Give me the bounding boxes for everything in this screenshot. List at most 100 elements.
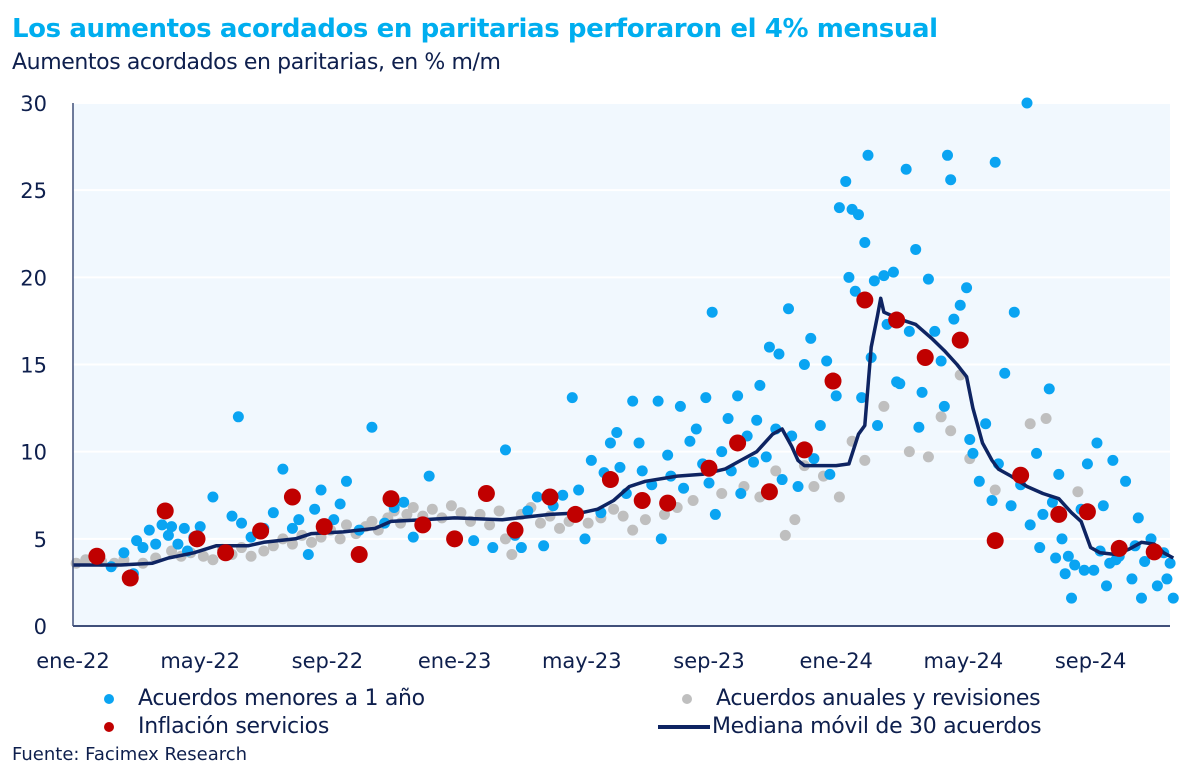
short-agreement-point [1161,573,1173,585]
services-inflation-point [951,331,969,349]
short-agreement-point [678,482,690,494]
short-agreement-point [856,392,868,404]
short-agreement-point [674,400,686,412]
short-agreement-point [1135,592,1147,604]
annual-agreement-point [401,508,413,520]
services-inflation-point [350,546,368,564]
annual-agreement-point [245,550,257,562]
annual-agreement-point [445,500,457,512]
short-agreement-point [814,420,826,432]
services-inflation-point [916,349,934,367]
y-tick-label: 25 [20,179,47,203]
short-agreement-point [773,348,785,360]
short-agreement-point [573,484,585,496]
legend-label-median: Mediana móvil de 30 acuerdos [712,714,1042,739]
short-agreement-point [655,533,667,545]
short-agreement-point [1110,554,1122,566]
annual-agreement-point [1040,413,1052,425]
x-tick-label: sep-23 [673,649,745,673]
short-agreement-point [922,273,934,285]
legend-item-short: Acuerdos menores a 1 año [104,686,425,711]
series-median-line [73,296,1175,567]
short-agreement-point [131,535,143,547]
annual-agreement-point [608,503,620,515]
legend-item-inflation: Inflación servicios [104,714,329,739]
short-agreement-point [808,453,820,465]
annual-agreement-point [808,481,820,493]
y-tick-label: 5 [34,528,47,552]
annual-agreement-point [493,505,505,517]
short-agreement-point [652,395,664,407]
short-agreement-point [900,163,912,175]
y-tick-label: 20 [20,266,47,290]
short-agreement-point [722,413,734,425]
short-agreement-point [887,266,899,278]
short-agreement-point [1164,557,1176,569]
annual-agreement-point [207,554,219,566]
services-inflation-point [700,459,718,477]
x-tick-label: may-24 [924,649,1004,673]
short-agreement-point [1021,97,1033,109]
short-agreement-point [662,449,674,461]
services-inflation-point [414,516,432,534]
legend-marker-annual [682,693,692,704]
short-agreement-point [487,542,499,554]
short-agreement-point [143,524,155,536]
short-agreement-point [178,522,190,534]
services-inflation-point [856,291,874,309]
short-agreement-point [929,325,941,337]
short-agreement-point [821,355,833,367]
short-agreement-point [1062,550,1074,562]
services-inflation-point [1012,466,1030,484]
services-inflation-point [601,471,619,489]
short-agreement-point [166,521,178,533]
services-inflation-point [1050,505,1068,523]
short-agreement-point [894,378,906,390]
short-agreement-point [1167,592,1179,604]
x-tick-label: ene-22 [36,649,109,673]
short-agreement-point [798,359,810,370]
short-agreement-point [627,395,639,407]
annual-agreement-point [833,491,845,503]
annual-agreement-point [789,514,801,526]
services-inflation-point [446,530,464,548]
source-note: Fuente: Facimex Research [12,744,248,765]
services-inflation-point [156,502,174,520]
x-tick-label: may-23 [542,649,622,673]
annual-agreement-point [989,484,1001,496]
short-agreement-point [967,447,979,459]
short-agreement-point [566,392,578,404]
services-inflation-point [795,441,813,459]
short-agreement-point [964,433,976,445]
services-inflation-point [121,569,139,587]
legend-label-short: Acuerdos menores a 1 año [138,686,425,711]
short-agreement-point [703,477,715,489]
annual-agreement-point [903,446,915,458]
short-agreement-point [293,514,305,526]
short-agreement-point [162,529,174,541]
short-agreement-point [716,446,728,458]
annual-agreement-point [197,550,209,562]
y-axis-ticks: 0 5 10 15 20 25 30 [20,92,47,639]
short-agreement-point [194,521,206,533]
short-agreement-point [913,421,925,433]
short-agreement-point [805,332,817,344]
short-agreement-point [954,299,966,311]
legend-marker-median [658,724,710,729]
y-tick-label: 30 [20,92,47,116]
annual-agreement-point [1024,418,1036,430]
x-tick-label: sep-24 [1055,649,1127,673]
short-agreement-point [1139,555,1151,567]
short-agreement-point [636,465,648,477]
services-inflation-point [1078,503,1096,521]
short-agreement-point [942,149,953,161]
short-agreement-point [604,437,616,449]
annual-agreement-point [617,510,629,522]
x-tick-label: may-22 [160,649,240,673]
short-agreement-point [792,481,804,493]
short-agreement-point [538,540,550,552]
services-inflation-point [824,372,842,390]
short-agreement-point [859,236,871,248]
short-agreement-point [1088,564,1100,576]
series-services-inflation [88,291,1163,587]
